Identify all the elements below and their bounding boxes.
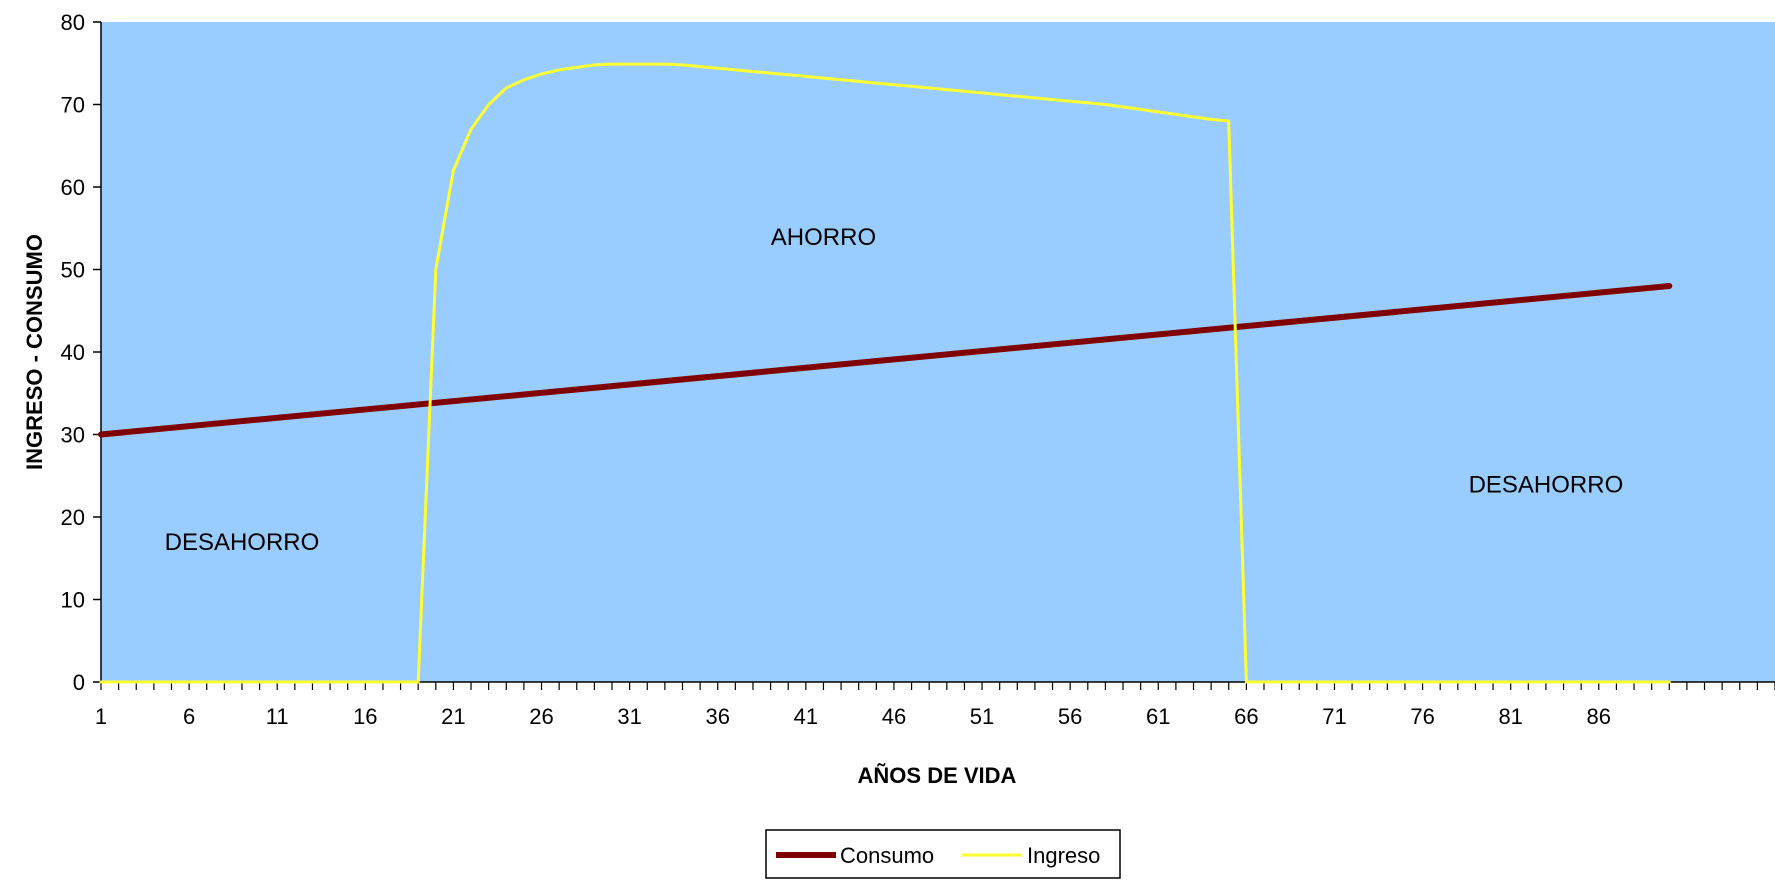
chart-annotations: DESAHORRO AHORRO DESAHORRO bbox=[165, 224, 1624, 556]
y-tick-label: 30 bbox=[61, 423, 85, 448]
annotation-label: DESAHORRO bbox=[1469, 471, 1624, 498]
x-tick-label: 46 bbox=[882, 704, 906, 729]
series-line-ingreso bbox=[99, 62, 1671, 684]
y-tick-label: 0 bbox=[73, 670, 85, 695]
x-tick-label: 56 bbox=[1058, 704, 1082, 729]
annotation-label: DESAHORRO bbox=[165, 529, 320, 556]
y-tick-label: 80 bbox=[61, 10, 85, 35]
x-tick-label: 41 bbox=[794, 704, 818, 729]
x-tick-label: 11 bbox=[266, 704, 289, 729]
y-tick-label: 50 bbox=[61, 258, 85, 283]
x-tick-label: 1 bbox=[95, 704, 107, 729]
x-tick-label: 66 bbox=[1234, 704, 1258, 729]
y-tick-label: 60 bbox=[61, 175, 85, 200]
legend: Consumo Ingreso bbox=[765, 829, 1121, 879]
x-tick-label: 16 bbox=[353, 704, 377, 729]
legend-label-consumo: Consumo bbox=[840, 843, 934, 868]
x-tick-label: 76 bbox=[1410, 704, 1434, 729]
x-tick-label: 26 bbox=[529, 704, 553, 729]
x-tick-label: 51 bbox=[970, 704, 994, 729]
x-axis: 1 6 11 16 21 26 31 36 41 46 51 56 61 66 71 76 81 86 bbox=[95, 681, 1775, 729]
series-lines bbox=[98, 62, 1673, 684]
y-tick-label: 10 bbox=[61, 588, 85, 613]
y-tick-label: 20 bbox=[61, 505, 85, 530]
y-axis: 0 10 20 30 40 50 60 70 80 bbox=[61, 10, 102, 695]
x-tick-label: 81 bbox=[1498, 704, 1522, 729]
y-axis-title: INGRESO - CONSUMO bbox=[22, 234, 47, 470]
plot-area bbox=[101, 22, 1775, 682]
x-tick-label: 71 bbox=[1322, 704, 1346, 729]
x-tick-label: 21 bbox=[441, 704, 465, 729]
x-tick-label: 31 bbox=[617, 704, 641, 729]
x-axis-title: AÑOS DE VIDA bbox=[858, 763, 1017, 788]
x-tick-label: 6 bbox=[183, 704, 195, 729]
x-tick-label: 61 bbox=[1146, 704, 1170, 729]
x-tick-label: 86 bbox=[1587, 704, 1611, 729]
y-tick-label: 40 bbox=[61, 340, 85, 365]
y-tick-label: 70 bbox=[61, 93, 85, 118]
x-tick-label: 36 bbox=[705, 704, 729, 729]
series-line-consumo bbox=[98, 283, 1673, 438]
legend-label-ingreso: Ingreso bbox=[1027, 843, 1100, 868]
annotation-label: AHORRO bbox=[771, 224, 876, 251]
